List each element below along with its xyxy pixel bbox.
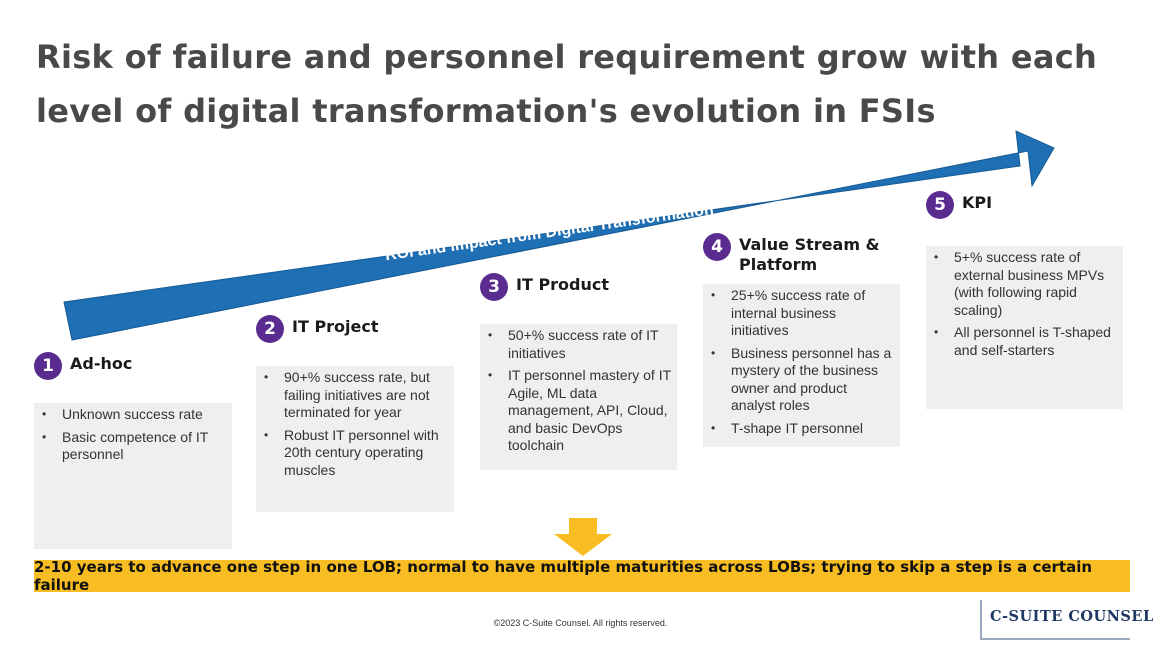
stage-1-bullet: Unknown success rate xyxy=(38,406,226,424)
stage-5-header: 5 KPI xyxy=(926,191,992,219)
stage-2-bullet: 90+% success rate, but failing initiativ… xyxy=(260,369,448,422)
slide-title: Risk of failure and personnel requiremen… xyxy=(36,38,1098,130)
stage-5-box: 5+% success rate of external business MP… xyxy=(926,246,1123,409)
stage-2-box: 90+% success rate, but failing initiativ… xyxy=(256,366,454,512)
stage-4-box: 25+% success rate of internal business i… xyxy=(703,284,900,447)
stage-3-bullet: 50+% success rate of IT initiatives xyxy=(484,327,671,362)
stage-3-title: IT Product xyxy=(516,275,610,294)
stage-3-header: 3 IT Product xyxy=(480,273,609,301)
stage-4-bullet: 25+% success rate of internal business i… xyxy=(707,287,894,340)
stage-1-title: Ad-hoc xyxy=(70,354,133,373)
stage-2-title: IT Project xyxy=(292,317,379,336)
stage-5-number: 5 xyxy=(926,191,954,219)
stage-4-title: Value Stream & Platform xyxy=(739,235,880,274)
stage-5-bullet: 5+% success rate of external business MP… xyxy=(930,249,1117,319)
arrow-label: ROI and Impact from Digital Transformati… xyxy=(384,201,715,265)
stage-5-bullet: All personnel is T-shaped and self-start… xyxy=(930,324,1117,359)
stage-4-bullet: Business personnel has a mystery of the … xyxy=(707,345,894,415)
stage-4-number: 4 xyxy=(703,233,731,261)
company-logo: C-SUITE COUNSEL xyxy=(980,600,1153,640)
stage-3-box: 50+% success rate of IT initiatives IT p… xyxy=(480,324,677,470)
down-arrow-icon xyxy=(554,518,612,556)
stage-4-bullet: T-shape IT personnel xyxy=(707,420,894,438)
stage-2-header: 2 IT Project xyxy=(256,315,379,343)
stage-4-header: 4 Value Stream & Platform xyxy=(703,233,903,275)
stage-5-title: KPI xyxy=(962,193,993,212)
logo-text: C-SUITE COUNSEL xyxy=(990,608,1154,625)
stage-2-number: 2 xyxy=(256,315,284,343)
stage-1-box: Unknown success rate Basic competence of… xyxy=(34,403,232,549)
stage-3-number: 3 xyxy=(480,273,508,301)
summary-banner: 2-10 years to advance one step in one LO… xyxy=(34,558,1130,594)
stage-1-number: 1 xyxy=(34,352,62,380)
stage-3-bullet: IT personnel mastery of IT Agile, ML dat… xyxy=(484,367,671,455)
stage-2-bullet: Robust IT personnel with 20th century op… xyxy=(260,427,448,480)
stage-1-bullet: Basic competence of IT personnel xyxy=(38,429,226,464)
stage-1-header: 1 Ad-hoc xyxy=(34,352,132,380)
copyright-footer: ©2023 C-Suite Counsel. All rights reserv… xyxy=(493,618,668,628)
